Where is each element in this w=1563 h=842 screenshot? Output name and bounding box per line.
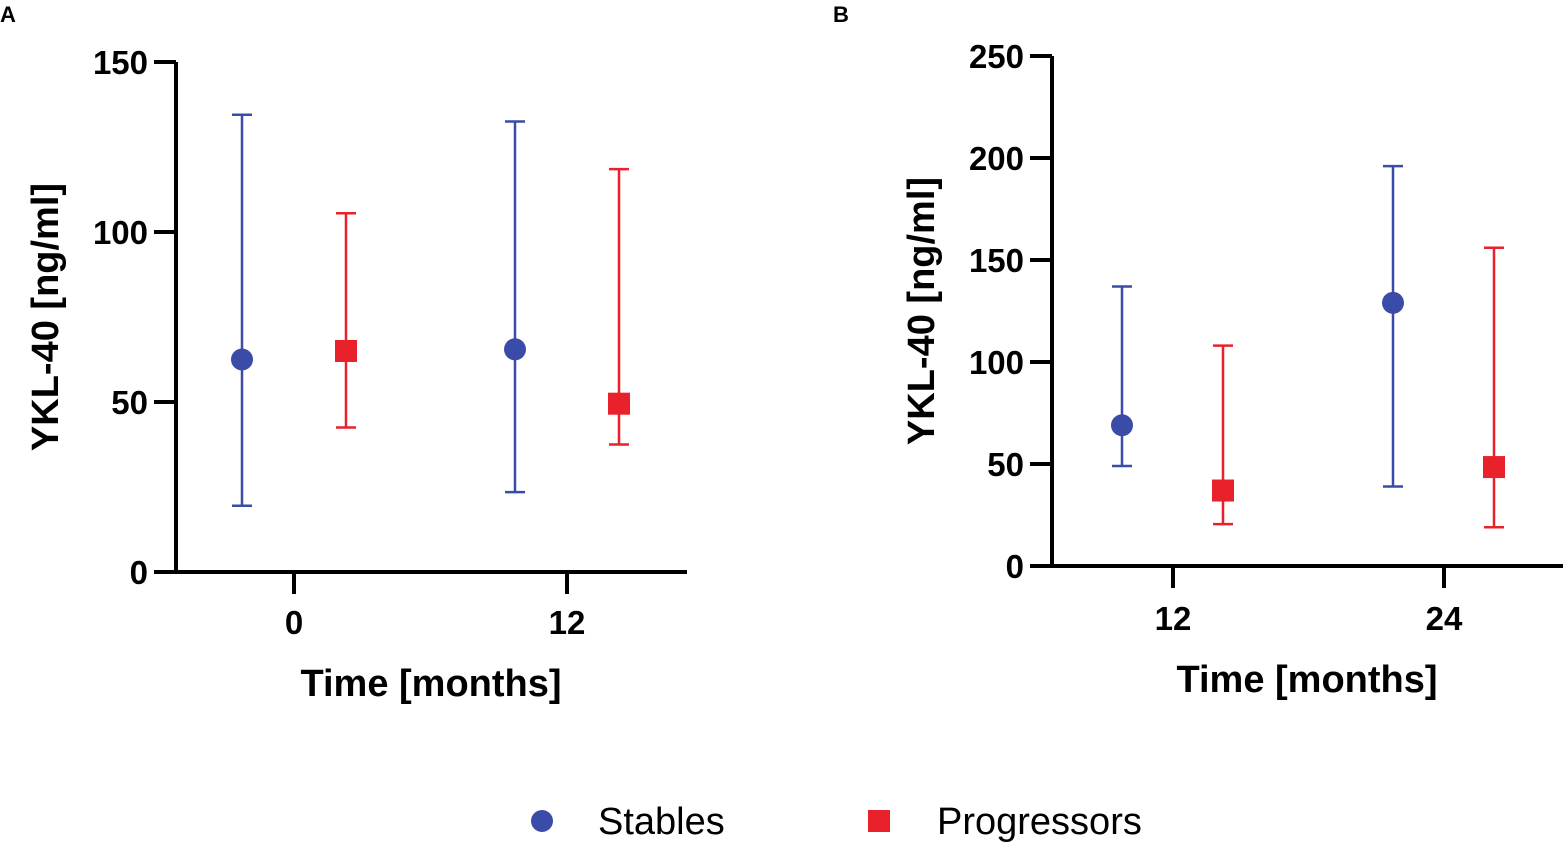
panel-b-progressors-point-1 <box>1483 456 1505 479</box>
panel-a-y-tick-label: 150 <box>93 44 148 81</box>
panel-b-progressors-point-0 <box>1212 479 1234 502</box>
panel-b-y-tick-label: 150 <box>969 242 1024 279</box>
legend-stables-marker <box>531 810 553 832</box>
panel-a-x-tick-label: 12 <box>549 604 586 641</box>
panel-b-plot: 0 50 100 150 200 250 12 24 Time [months] YKL-40 [… <box>901 38 1563 701</box>
panel-b-x-tick-label: 12 <box>1155 600 1192 637</box>
panel-b-y-tick-label: 0 <box>1006 548 1024 585</box>
panel-a-y-tick-label: 50 <box>111 384 148 421</box>
panel-a-x-axis-label: Time [months] <box>300 663 561 705</box>
panel-a-progressors-point-1 <box>608 392 630 415</box>
panel-b: B 0 50 100 150 200 250 12 24 Time [months] YKL-40… <box>833 2 1563 701</box>
panel-a-stables-point-1 <box>504 338 526 361</box>
panel-b-stables-point-1 <box>1382 291 1404 314</box>
panel-a-y-tick-label: 0 <box>130 554 148 591</box>
panel-a-y-axis-label: YKL-40 [ng/ml] <box>25 183 67 451</box>
panel-b-y-tick-label: 100 <box>969 344 1024 381</box>
legend-progressors-marker <box>868 810 890 832</box>
panel-b-y-tick-label: 200 <box>969 140 1024 177</box>
panel-b-letter: B <box>833 2 849 27</box>
panel-a-progressors-point-0 <box>335 340 357 362</box>
panel-b-stables-point-0 <box>1111 414 1133 437</box>
panel-b-y-axis-label: YKL-40 [ng/ml] <box>901 177 943 445</box>
panel-b-y-tick-label: 250 <box>969 38 1024 75</box>
panel-b-y-tick-label: 50 <box>987 446 1024 483</box>
legend: Stables Progressors <box>531 801 1142 842</box>
panel-a-letter: A <box>0 2 16 27</box>
panel-a-y-tick-label: 100 <box>93 214 148 251</box>
legend-stables-label: Stables <box>598 801 725 842</box>
panel-b-x-tick-label: 24 <box>1426 600 1463 637</box>
panel-a-x-tick-label: 0 <box>285 604 303 641</box>
panel-a: A 0 50 100 150 0 12 Time [months] YKL-40 [ng/ml… <box>0 2 687 705</box>
panel-a-plot: 0 50 100 150 0 12 Time [months] YKL-40 [ng/ml] <box>25 44 687 705</box>
panel-b-x-axis-label: Time [months] <box>1176 659 1437 701</box>
legend-progressors-label: Progressors <box>937 801 1142 842</box>
panel-a-stables-point-0 <box>231 348 253 371</box>
